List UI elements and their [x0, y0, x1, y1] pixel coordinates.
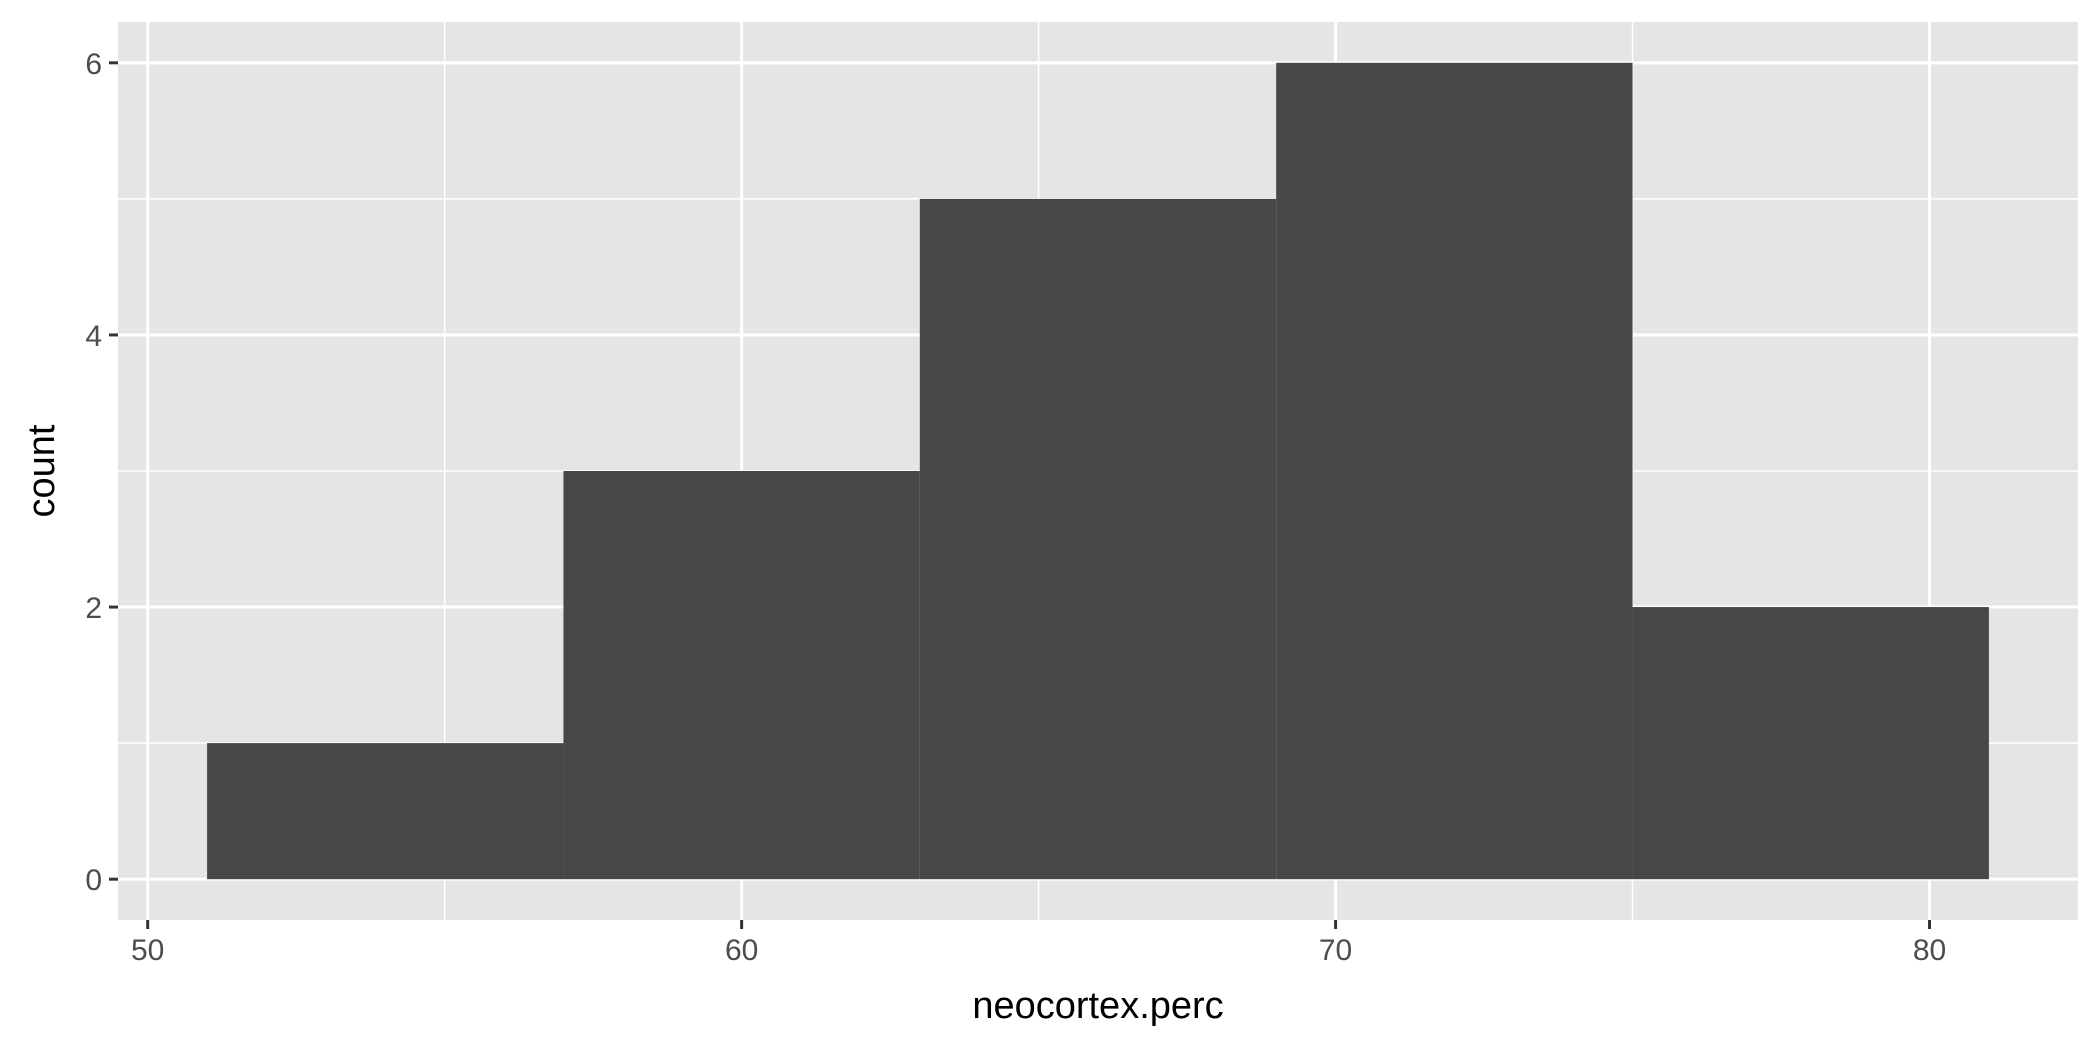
histogram-bar: [207, 743, 564, 880]
y-axis: 0 2 4 6: [85, 48, 118, 897]
histogram-bar: [563, 471, 920, 880]
histogram-bar: [1632, 607, 1989, 880]
x-axis-title: neocortex.perc: [972, 985, 1223, 1027]
histogram-bar: [919, 198, 1277, 880]
y-tick-label: 2: [85, 592, 102, 625]
x-tick-label: 60: [725, 934, 758, 967]
histogram-bars: [207, 62, 1989, 880]
x-tick-label: 70: [1319, 934, 1352, 967]
y-axis-title: count: [21, 424, 63, 517]
x-tick-label: 80: [1913, 934, 1946, 967]
x-tick-label: 50: [131, 934, 164, 967]
histogram-bar: [1276, 62, 1633, 880]
y-tick-label: 6: [85, 48, 102, 81]
y-tick-label: 0: [85, 864, 102, 897]
y-tick-label: 4: [85, 320, 102, 353]
x-axis: 50 60 70 80: [131, 920, 1946, 967]
